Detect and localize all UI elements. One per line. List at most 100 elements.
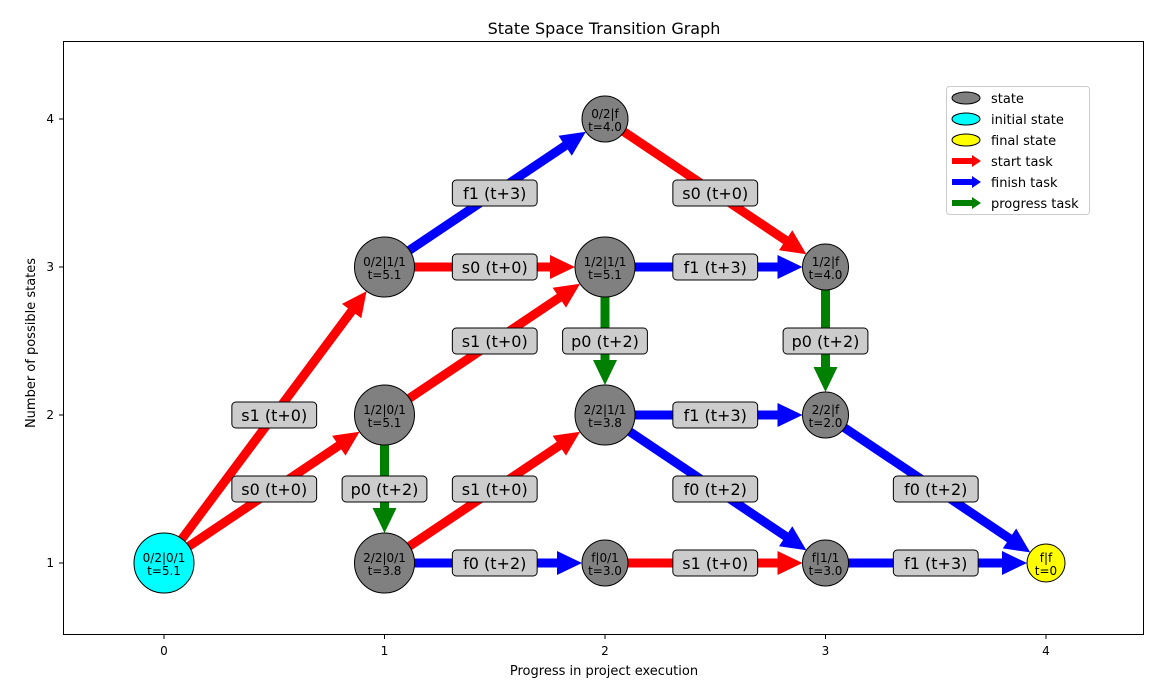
legend-arrow bbox=[952, 176, 981, 188]
legend-label: progress task bbox=[991, 197, 1079, 212]
state-node-circle bbox=[581, 95, 629, 143]
edge-label-box bbox=[892, 475, 979, 503]
edge-label-text: s1 (t+0) bbox=[241, 406, 307, 425]
edge-label-box bbox=[672, 475, 759, 503]
state-node-state: 1/2|ft=4.0 bbox=[802, 243, 849, 291]
state-node-time: t=3.8 bbox=[368, 564, 402, 578]
edge-label-text: f0 (t+2) bbox=[684, 480, 747, 499]
x-tick-label: 3 bbox=[822, 644, 830, 658]
x-axis-label: Progress in project execution bbox=[510, 664, 698, 679]
edge-label-box bbox=[451, 475, 538, 503]
edge-label: s1 (t+0) bbox=[451, 327, 538, 355]
edge-label: f1 (t+3) bbox=[672, 253, 759, 281]
y-tick-label: 3 bbox=[46, 260, 54, 274]
edge-label-text: p0 (t+2) bbox=[792, 332, 860, 351]
edge-label-text: f0 (t+2) bbox=[463, 554, 526, 573]
state-node-circle bbox=[354, 384, 415, 446]
state-node-label: 0/2|1/1 bbox=[363, 255, 406, 269]
state-node-circle bbox=[802, 539, 849, 587]
legend-item: initial state bbox=[951, 112, 1064, 128]
legend-marker bbox=[951, 112, 981, 126]
state-node-time: t=4.0 bbox=[809, 268, 843, 282]
edge-label: s1 (t+0) bbox=[672, 549, 759, 577]
state-node-circle bbox=[354, 236, 415, 298]
state-node-label: 0/2|f bbox=[591, 107, 619, 121]
edge-label-box bbox=[782, 327, 869, 355]
state-node-time: t=5.1 bbox=[588, 268, 622, 282]
edge-label: s1 (t+0) bbox=[231, 401, 318, 429]
edge-label-box bbox=[672, 179, 759, 207]
legend-item: finish task bbox=[952, 176, 1058, 191]
legend-marker bbox=[951, 133, 981, 147]
edge-label-text: s0 (t+0) bbox=[462, 258, 528, 277]
state-node-time: t=2.0 bbox=[809, 416, 843, 430]
edge-label: s0 (t+0) bbox=[672, 179, 759, 207]
x-tick-label: 2 bbox=[601, 644, 609, 658]
state-node-label: 1/2|0/1 bbox=[363, 403, 406, 417]
state-node-time: t=5.1 bbox=[368, 416, 402, 430]
state-node-circle bbox=[574, 236, 636, 298]
edge-label-box bbox=[672, 549, 759, 577]
edge-label-box bbox=[451, 549, 538, 577]
edge-label: f0 (t+2) bbox=[892, 475, 979, 503]
edge-label-text: f1 (t+3) bbox=[463, 184, 526, 203]
edge-label-text: s0 (t+0) bbox=[682, 184, 748, 203]
edge-label: f0 (t+2) bbox=[451, 549, 538, 577]
state-node-initial: 0/2|0/1t=5.1 bbox=[133, 532, 195, 594]
state-node-state: 1/2|1/1t=5.1 bbox=[574, 236, 636, 298]
legend-label: start task bbox=[991, 155, 1053, 170]
edge-label-box bbox=[672, 401, 759, 429]
state-node-time: t=3.0 bbox=[809, 564, 843, 578]
y-tick-label: 4 bbox=[46, 112, 54, 126]
edge-label: f1 (t+3) bbox=[892, 549, 979, 577]
state-node-state: f|1/1t=3.0 bbox=[802, 539, 849, 587]
state-node-time: t=4.0 bbox=[588, 120, 622, 134]
y-tick-label: 1 bbox=[46, 556, 54, 570]
edge-label: s0 (t+0) bbox=[451, 253, 538, 281]
edge-label: f0 (t+2) bbox=[672, 475, 759, 503]
edge-label-text: f1 (t+3) bbox=[904, 554, 967, 573]
edge-label-text: s1 (t+0) bbox=[462, 332, 528, 351]
legend-label: state bbox=[991, 92, 1024, 107]
state-node-state: 1/2|0/1t=5.1 bbox=[354, 384, 415, 446]
edge-label: p0 (t+2) bbox=[341, 475, 428, 503]
state-node-label: f|1/1 bbox=[812, 551, 840, 565]
chart-title: State Space Transition Graph bbox=[488, 19, 721, 38]
state-node-label: 1/2|1/1 bbox=[584, 255, 627, 269]
edge-label-box bbox=[451, 179, 538, 207]
state-node-label: f|f bbox=[1040, 551, 1053, 565]
edge-label-box bbox=[341, 475, 428, 503]
edge-label-box bbox=[672, 253, 759, 281]
legend-frame bbox=[946, 86, 1090, 215]
state-node-time: t=3.8 bbox=[588, 416, 622, 430]
edge-label-box bbox=[562, 327, 648, 355]
state-node-label: 2/2|1/1 bbox=[584, 403, 627, 417]
edge-label-text: p0 (t+2) bbox=[351, 480, 419, 499]
edge-label-box bbox=[451, 327, 538, 355]
state-node-time: t=5.1 bbox=[368, 268, 402, 282]
edge-label-text: s0 (t+0) bbox=[241, 480, 307, 499]
edge-label-box bbox=[231, 401, 318, 429]
state-node-circle bbox=[581, 539, 629, 587]
node-layer: 0/2|0/1t=5.10/2|1/1t=5.11/2|0/1t=5.12/2|… bbox=[133, 95, 1066, 594]
legend-marker bbox=[951, 91, 981, 105]
legend-label: finish task bbox=[991, 176, 1058, 191]
state-node-circle bbox=[574, 384, 636, 446]
edge-label-text: s1 (t+0) bbox=[462, 480, 528, 499]
state-node-label: 1/2|f bbox=[812, 255, 840, 269]
legend-label: initial state bbox=[991, 113, 1064, 128]
state-node-circle bbox=[802, 243, 849, 291]
state-node-label: 2/2|f bbox=[812, 403, 840, 417]
legend-label: final state bbox=[991, 134, 1056, 149]
edge-label-box bbox=[231, 475, 318, 503]
plot-area bbox=[63, 41, 1144, 635]
state-node-state: f|0/1t=3.0 bbox=[581, 539, 629, 587]
state-node-label: f|0/1 bbox=[591, 551, 619, 565]
axis-ticks: 0 1 2 3 4 1 2 3 4 bbox=[46, 112, 1049, 658]
edge-label: s1 (t+0) bbox=[451, 475, 538, 503]
state-node-state: 2/2|1/1t=3.8 bbox=[574, 384, 636, 446]
state-node-circle bbox=[1026, 543, 1066, 583]
legend-item: progress task bbox=[952, 197, 1079, 212]
state-node-label: 0/2|0/1 bbox=[143, 551, 186, 565]
